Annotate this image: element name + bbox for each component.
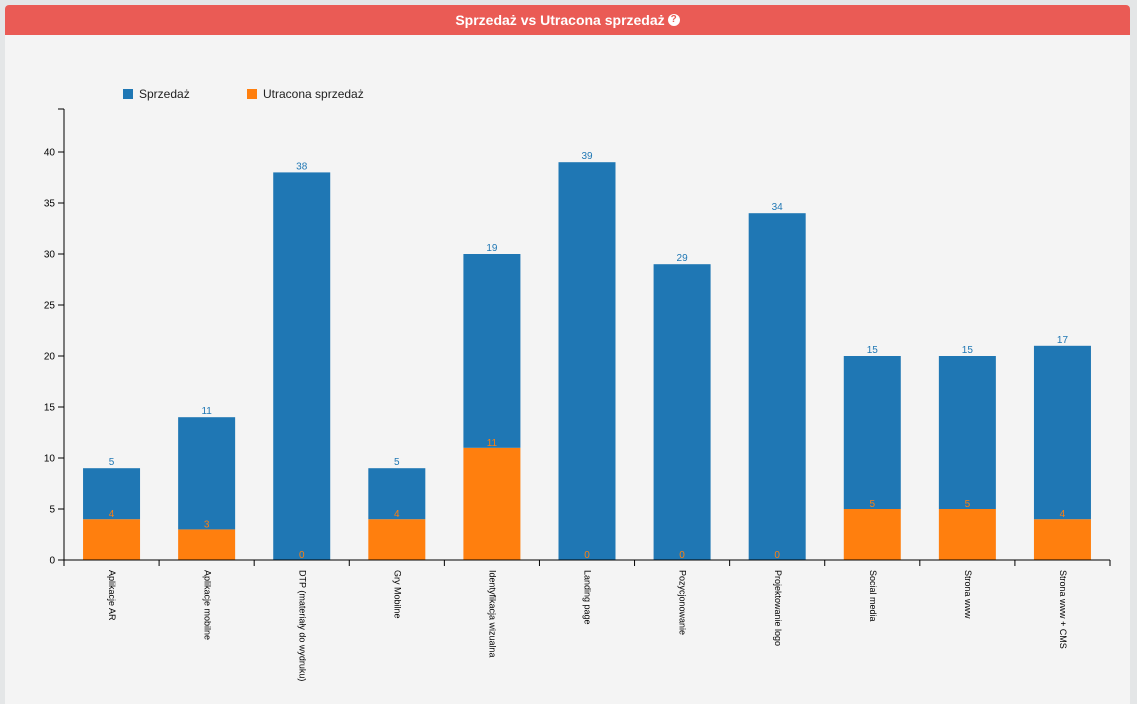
chart-svg: Sprzedaż Utracona sprzedaż 5 4 11 3 38 0 5 4 19 11 3… [44, 87, 1111, 681]
x-tick-label-9: Strona www [963, 570, 973, 619]
x-tick-label-8: Social media [868, 570, 878, 622]
value-label-sales-0: 5 [109, 457, 115, 468]
value-label-sales-5: 39 [581, 151, 593, 162]
value-label-lost-5: 0 [584, 550, 590, 561]
panel-header: Sprzedaż vs Utracona sprzedaż? [5, 5, 1130, 35]
value-label-sales-8: 15 [867, 345, 879, 356]
value-label-sales-6: 29 [677, 253, 689, 264]
bar-sales-6 [653, 264, 711, 560]
bar-sales-0 [83, 468, 141, 520]
bar-lost-1 [178, 529, 236, 560]
y-tick-label-2: 10 [44, 454, 56, 465]
bar-lost-9 [938, 509, 996, 560]
value-label-lost-2: 0 [299, 550, 305, 561]
bar-lost-4 [463, 447, 521, 560]
question-circle-icon[interactable]: ? [667, 14, 680, 27]
x-tick-label-7: Projektowanie logo [773, 570, 783, 646]
bar-sales-10 [1033, 345, 1091, 520]
bar-sales-9 [938, 356, 996, 509]
value-label-sales-10: 17 [1057, 335, 1069, 346]
y-tick-label-0: 0 [49, 556, 55, 567]
value-label-sales-4: 19 [486, 243, 498, 254]
y-tick-label-5: 25 [44, 301, 56, 312]
value-label-lost-4: 11 [487, 438, 498, 449]
y-tick-label-6: 30 [44, 250, 56, 261]
bar-sales-8 [843, 356, 901, 509]
bar-lost-3 [368, 519, 426, 560]
y-tick-label-8: 40 [44, 148, 56, 159]
value-label-sales-1: 11 [201, 406, 212, 417]
value-label-lost-3: 4 [394, 509, 400, 520]
y-tick-label-4: 20 [44, 352, 56, 363]
x-tick-label-6: Pozycjonowanie [678, 570, 688, 635]
bar-lost-10 [1033, 519, 1091, 560]
legend-label-0: Sprzedaż [139, 87, 190, 101]
y-tick-label-1: 5 [49, 505, 55, 516]
value-label-lost-6: 0 [679, 550, 685, 561]
value-label-lost-8: 5 [869, 499, 875, 510]
x-tick-label-4: Identyfikacja wizualna [488, 570, 498, 658]
bar-sales-4 [463, 254, 521, 448]
legend-swatch-1 [247, 89, 257, 99]
y-tick-label-7: 35 [44, 199, 56, 210]
value-label-lost-9: 5 [965, 499, 971, 510]
value-label-lost-10: 4 [1060, 509, 1066, 520]
legend-swatch-0 [123, 89, 133, 99]
value-label-lost-7: 0 [774, 550, 780, 561]
value-label-sales-2: 38 [296, 161, 308, 172]
x-tick-label-2: DTP (materiały do wydruku) [297, 570, 307, 681]
legend-label-1: Utracona sprzedaż [263, 87, 364, 101]
y-tick-label-3: 15 [44, 403, 56, 414]
value-label-sales-3: 5 [394, 457, 400, 468]
x-tick-label-0: Aplikacje AR [107, 570, 117, 621]
value-label-lost-0: 4 [109, 509, 115, 520]
bar-sales-2 [273, 172, 331, 560]
x-tick-label-3: Gry Mobilne [392, 570, 402, 619]
bar-lost-0 [83, 519, 141, 560]
bar-sales-1 [178, 417, 236, 530]
value-label-lost-1: 3 [204, 519, 210, 530]
x-tick-label-10: Strona www + CMS [1058, 570, 1068, 649]
x-tick-label-1: Aplikacje mobilne [202, 570, 212, 640]
chart-panel: Sprzedaż vs Utracona sprzedaż? Sprzedaż U… [5, 5, 1130, 704]
bar-sales-3 [368, 468, 426, 520]
value-label-sales-9: 15 [962, 345, 974, 356]
bar-sales-7 [748, 213, 806, 560]
x-tick-label-5: Landing page [583, 570, 593, 625]
bar-lost-8 [843, 509, 901, 560]
value-label-sales-7: 34 [772, 202, 784, 213]
bar-sales-5 [558, 162, 616, 560]
chart-title: Sprzedaż vs Utracona sprzedaż [455, 12, 665, 28]
